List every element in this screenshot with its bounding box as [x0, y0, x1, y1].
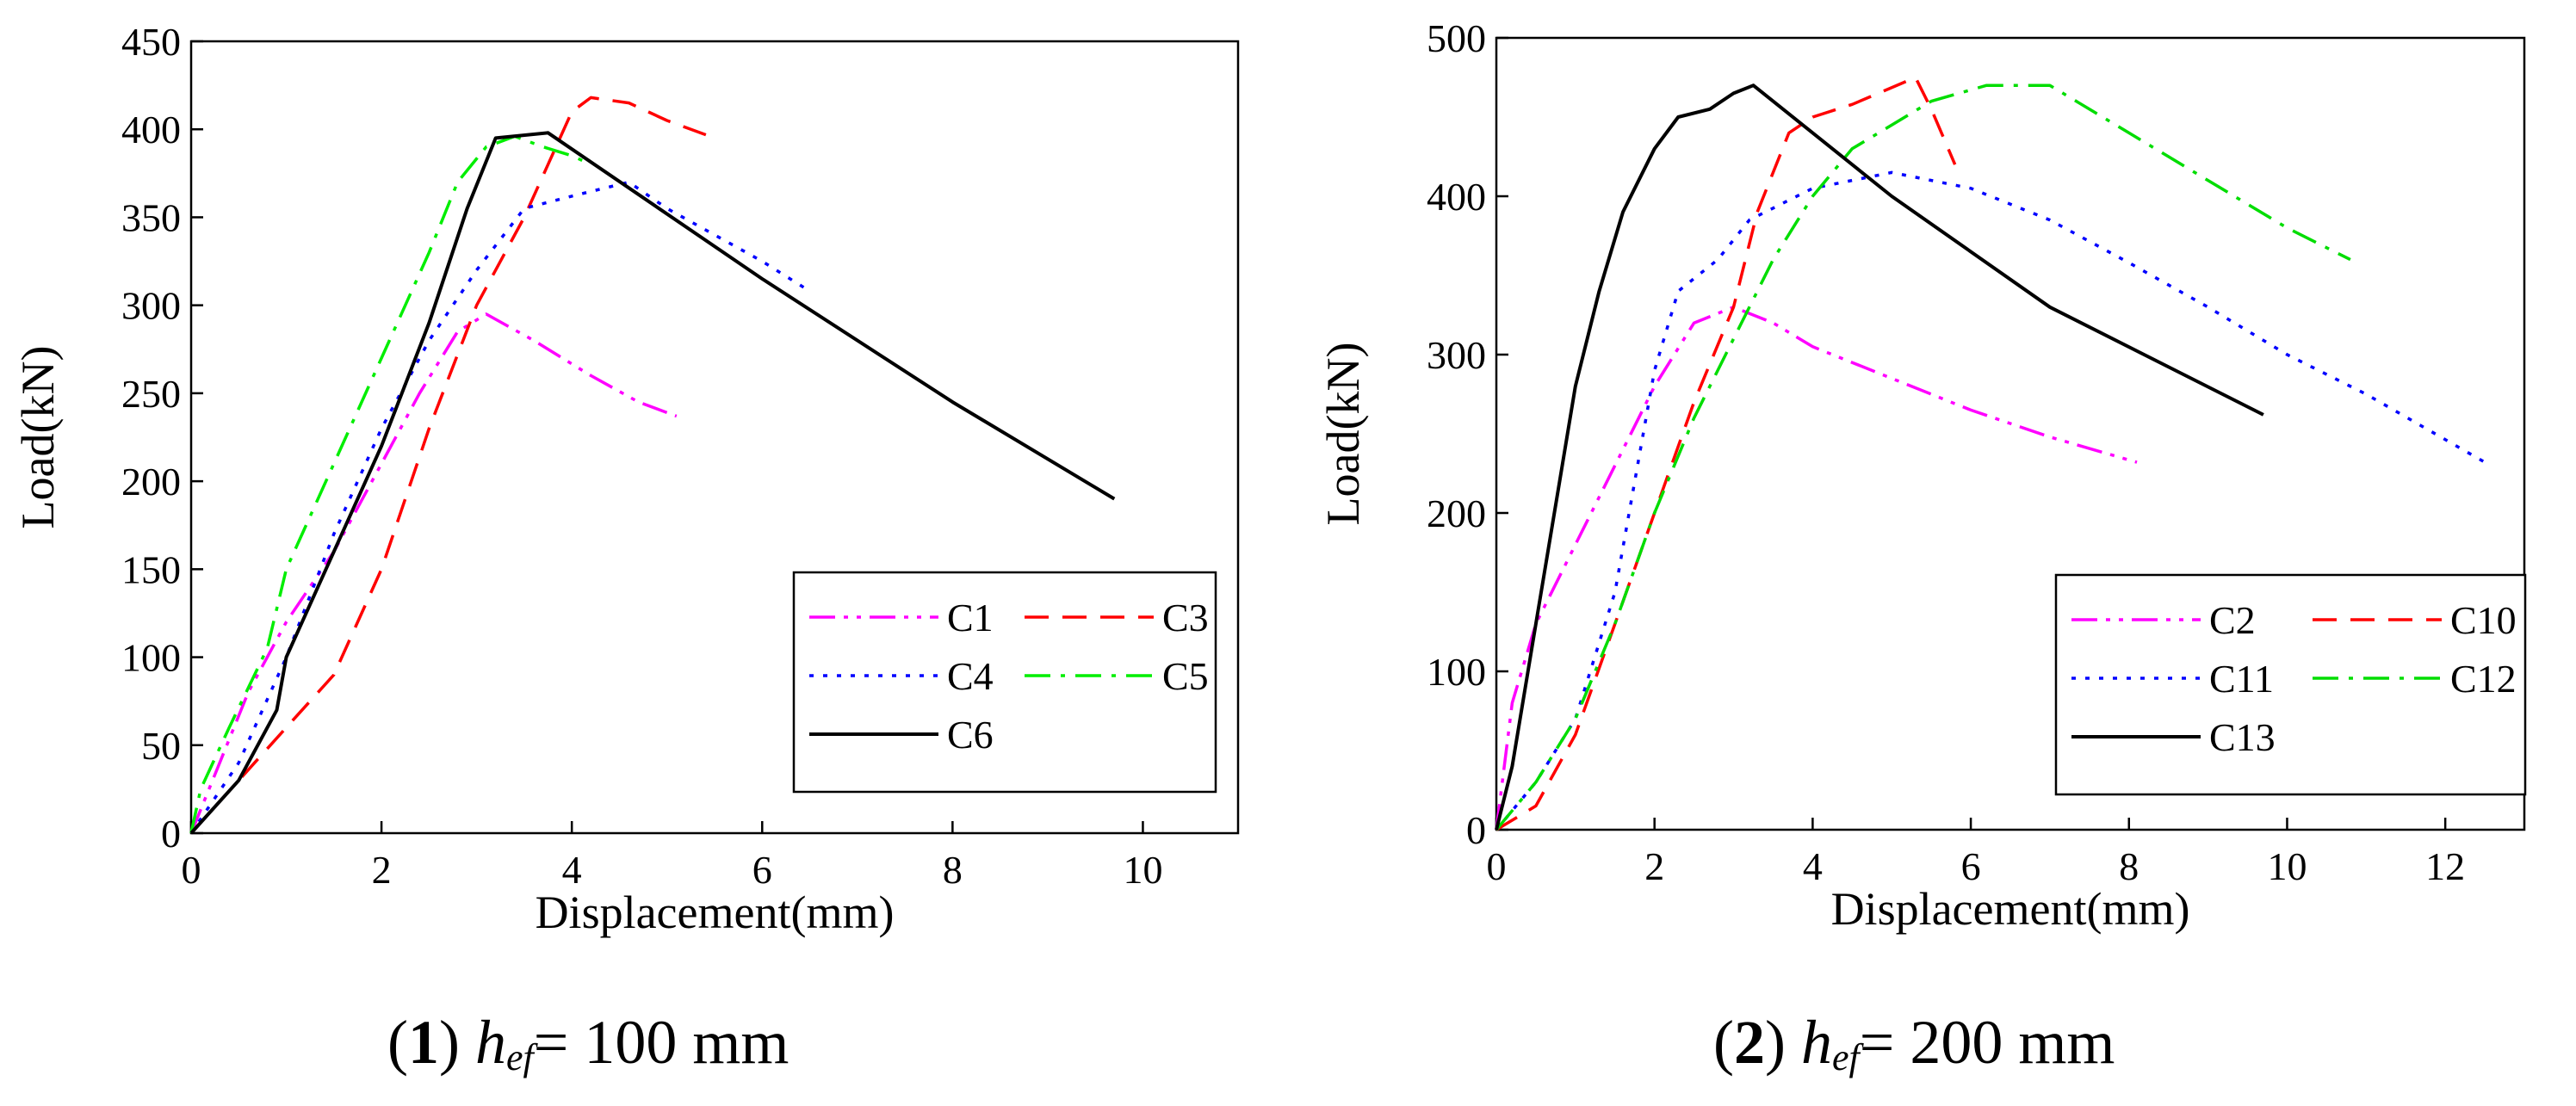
legend-label-c13: C13 — [2209, 715, 2276, 759]
x-tick-label: 6 — [1961, 844, 1981, 888]
legend-box — [792, 571, 1217, 794]
caption-1-subscript: ef — [505, 1036, 534, 1078]
series-line-c6 — [189, 131, 1116, 835]
x-tick-label: 6 — [752, 848, 772, 892]
caption-2-variable: h — [1800, 1008, 1832, 1077]
x-tick-label: 8 — [2119, 844, 2139, 888]
legend-label-c10: C10 — [2450, 598, 2517, 642]
y-tick-label: 100 — [121, 636, 181, 680]
y-tick-label: 100 — [1427, 650, 1486, 694]
x-tick-label: 10 — [2267, 844, 2307, 888]
y-tick-label: 400 — [1427, 175, 1486, 219]
legend-label-c11: C11 — [2209, 657, 2274, 701]
y-tick-label: 250 — [121, 372, 181, 416]
y-tick-label: 450 — [121, 20, 181, 64]
legend-label-c2: C2 — [2209, 598, 2256, 642]
caption-1-variable: h — [474, 1008, 506, 1077]
caption-1-text: = 100 mm — [533, 1008, 790, 1077]
y-tick-label: 500 — [1427, 16, 1486, 60]
legend: C1 C3 C4 C5 C6 — [792, 571, 1217, 794]
y-tick-label: 0 — [161, 812, 181, 856]
series-line-c3 — [189, 96, 715, 835]
x-tick-label: 8 — [943, 848, 963, 892]
legend-label-c12: C12 — [2450, 657, 2517, 701]
x-tick-label: 4 — [562, 848, 582, 892]
series-line-c5 — [189, 134, 592, 834]
caption-chart-2: (2) hef= 200 mm — [1713, 1008, 2115, 1078]
y-tick-label: 300 — [121, 284, 181, 328]
series-line-c2 — [1495, 306, 2138, 831]
chart-2: 0 2 4 6 8 10 12 0 100 200 300 400 500 Displacement(mm… — [1317, 16, 2527, 935]
x-tick-label: 4 — [1803, 844, 1823, 888]
legend: C2 C10 C11 C12 C13 — [2054, 573, 2527, 796]
x-tick-label: 2 — [1644, 844, 1664, 888]
y-tick-label: 150 — [121, 547, 181, 591]
legend-label-c6: C6 — [947, 713, 994, 757]
x-tick-label: 10 — [1123, 848, 1162, 892]
legend-label-c3: C3 — [1162, 596, 1209, 640]
legend-label-c5: C5 — [1162, 654, 1209, 698]
legend-label-c1: C1 — [947, 596, 994, 640]
x-axis-title: Displacement(mm) — [536, 887, 895, 938]
x-axis-title: Displacement(mm) — [1831, 883, 2190, 935]
y-tick-label: 300 — [1427, 333, 1486, 377]
x-tick-label: 0 — [1487, 844, 1507, 888]
caption-2-number: 2 — [1733, 1008, 1765, 1077]
plot-frame — [189, 40, 1240, 835]
y-tick-label: 200 — [1427, 491, 1486, 535]
y-tick-label: 400 — [121, 108, 181, 151]
y-tick-label: 350 — [121, 195, 181, 239]
caption-2-text: = 200 mm — [1859, 1008, 2115, 1077]
y-tick-label: 200 — [121, 460, 181, 504]
y-tick-label: 0 — [1466, 808, 1486, 852]
x-tick-label: 2 — [372, 848, 392, 892]
y-axis-title: Load(kN) — [12, 346, 64, 529]
x-tick-label: 12 — [2425, 844, 2465, 888]
legend-box — [2054, 573, 2527, 796]
series-line-c12 — [1495, 83, 2351, 831]
caption-2-subscript: ef — [1831, 1036, 1860, 1078]
x-tick-label: 0 — [182, 848, 201, 892]
y-tick-label: 50 — [141, 724, 181, 768]
series-line-c10 — [1495, 76, 1957, 831]
plot-frame — [1495, 36, 2526, 831]
chart-1: 0 2 4 6 8 10050100150200250300350400450Displa… — [12, 20, 1240, 938]
caption-chart-1: (1) hef= 100 mm — [387, 1008, 790, 1078]
series-line-c13 — [1495, 83, 2264, 831]
series-line-c4 — [189, 180, 811, 834]
legend-label-c4: C4 — [947, 654, 994, 698]
y-axis-title: Load(kN) — [1317, 343, 1369, 526]
caption-1-number: 1 — [407, 1008, 439, 1077]
series-line-c1 — [189, 312, 678, 834]
